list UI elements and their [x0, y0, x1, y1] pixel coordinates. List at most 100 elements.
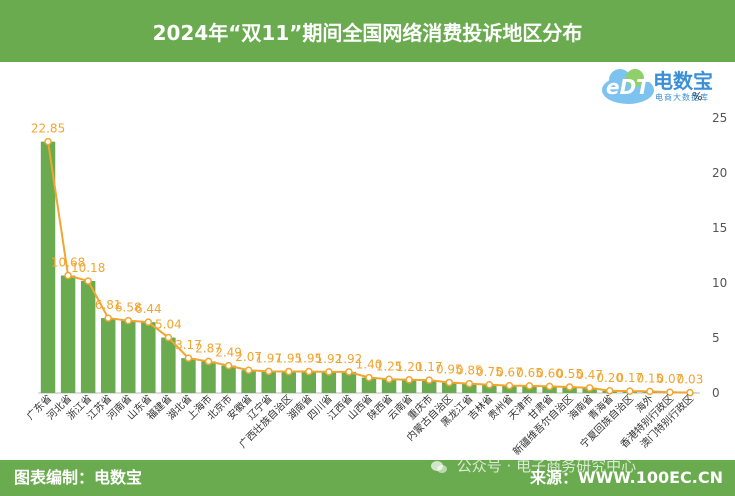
data-label: 1.92: [316, 352, 343, 366]
bar: [181, 358, 196, 393]
data-label: 2.49: [215, 346, 242, 360]
logo-name: 电数宝: [653, 69, 713, 93]
data-label: 0.60: [536, 366, 563, 380]
data-point: [465, 379, 474, 388]
data-point: [445, 378, 453, 387]
logo-subtitle: 电商大数据库: [655, 93, 709, 102]
wechat-icon: [431, 460, 447, 473]
bar: [261, 371, 276, 393]
bar: [421, 380, 437, 393]
bar: [482, 384, 497, 393]
data-point: [626, 387, 634, 395]
bar: [121, 320, 136, 393]
y-tick-label: 25: [712, 111, 727, 125]
y-tick-label: 5: [712, 331, 720, 345]
bar: [401, 379, 417, 393]
data-point: [646, 387, 654, 396]
data-point: [345, 368, 353, 376]
data-label: 1.95: [275, 352, 302, 366]
data-point: [244, 366, 253, 374]
cloud-icon: [602, 69, 654, 104]
data-point: [485, 381, 494, 389]
chart-title-bar: 2024年“双11”期间全国网络消费投诉地区分布: [0, 0, 735, 62]
data-label: 10.18: [71, 261, 105, 275]
data-label: 10.68: [51, 256, 85, 270]
data-point: [285, 367, 293, 376]
bar: [141, 322, 156, 393]
data-point: [144, 318, 153, 326]
bar: [281, 371, 296, 393]
data-point: [325, 368, 333, 376]
data-label: 3.17: [175, 338, 202, 352]
data-point: [585, 384, 594, 392]
bar: [40, 141, 56, 393]
data-point: [666, 388, 674, 396]
data-point: [605, 387, 614, 395]
bar: [221, 365, 236, 393]
data-label: 0.85: [456, 364, 483, 378]
data-label: 2.87: [195, 341, 222, 355]
data-label: 6.58: [115, 301, 142, 315]
data-label: 0.67: [496, 366, 523, 380]
bar: [100, 318, 116, 393]
y-tick-label: 10: [712, 276, 727, 290]
y-tick-label: 0: [712, 386, 720, 400]
footer-bar: 图表编制：电数宝 来源：WWW.100EC.CN: [0, 460, 735, 496]
y-axis-unit: %: [692, 90, 703, 103]
data-point: [104, 314, 112, 322]
bar: [321, 371, 337, 393]
data-label: 5.04: [155, 318, 182, 332]
data-label: 1.40: [356, 358, 383, 372]
data-label: 2.07: [235, 350, 262, 364]
data-label: 0.75: [476, 365, 503, 379]
bar: [60, 275, 76, 393]
data-label: 6.44: [135, 302, 162, 316]
bar: [80, 281, 96, 393]
bar: [361, 377, 377, 393]
y-tick-label: 20: [712, 166, 727, 180]
brand-logo: eDT 电数宝 电商大数据库: [598, 62, 713, 106]
data-point: [365, 373, 373, 382]
footer-credit: 图表编制：电数宝: [14, 468, 143, 487]
bar: [241, 370, 256, 393]
data-point: [224, 361, 233, 370]
data-point: [425, 376, 433, 384]
data-label: 0.20: [596, 371, 623, 385]
data-label: 22.85: [31, 122, 65, 136]
footer-source: 来源：WWW.100EC.CN: [529, 468, 723, 487]
data-point: [124, 316, 133, 325]
bar: [381, 379, 397, 393]
watermark-text: 公众号 · 电子商务研究中心: [456, 457, 637, 475]
data-point: [385, 375, 393, 383]
data-label: 1.25: [376, 359, 403, 373]
bar: [442, 382, 457, 393]
data-point: [64, 271, 72, 280]
bar: [201, 361, 216, 393]
data-point: [525, 382, 534, 390]
data-label: 0.03: [677, 373, 704, 387]
data-point: [686, 388, 694, 397]
data-label: 1.95: [295, 352, 322, 366]
data-label: 1.20: [396, 360, 423, 374]
bar: [161, 337, 176, 393]
data-point: [505, 381, 514, 390]
data-label: 0.95: [436, 363, 463, 377]
data-label: 0.17: [616, 371, 643, 385]
data-point: [44, 137, 52, 146]
data-label: 0.65: [516, 366, 543, 380]
data-label: 0.55: [556, 367, 583, 381]
bar: [462, 383, 477, 393]
logo-mark: eDT: [606, 75, 650, 99]
data-point: [84, 277, 92, 285]
bar: [341, 371, 357, 393]
data-label: 1.97: [255, 351, 282, 365]
watermark: 公众号 · 电子商务研究中心: [430, 455, 636, 476]
data-label: 0.47: [576, 368, 603, 382]
y-tick-label: 15: [712, 221, 727, 235]
data-label: 1.17: [416, 360, 443, 374]
data-point: [565, 383, 574, 391]
data-point: [164, 333, 173, 342]
data-point: [204, 357, 213, 366]
data-point: [545, 382, 554, 391]
